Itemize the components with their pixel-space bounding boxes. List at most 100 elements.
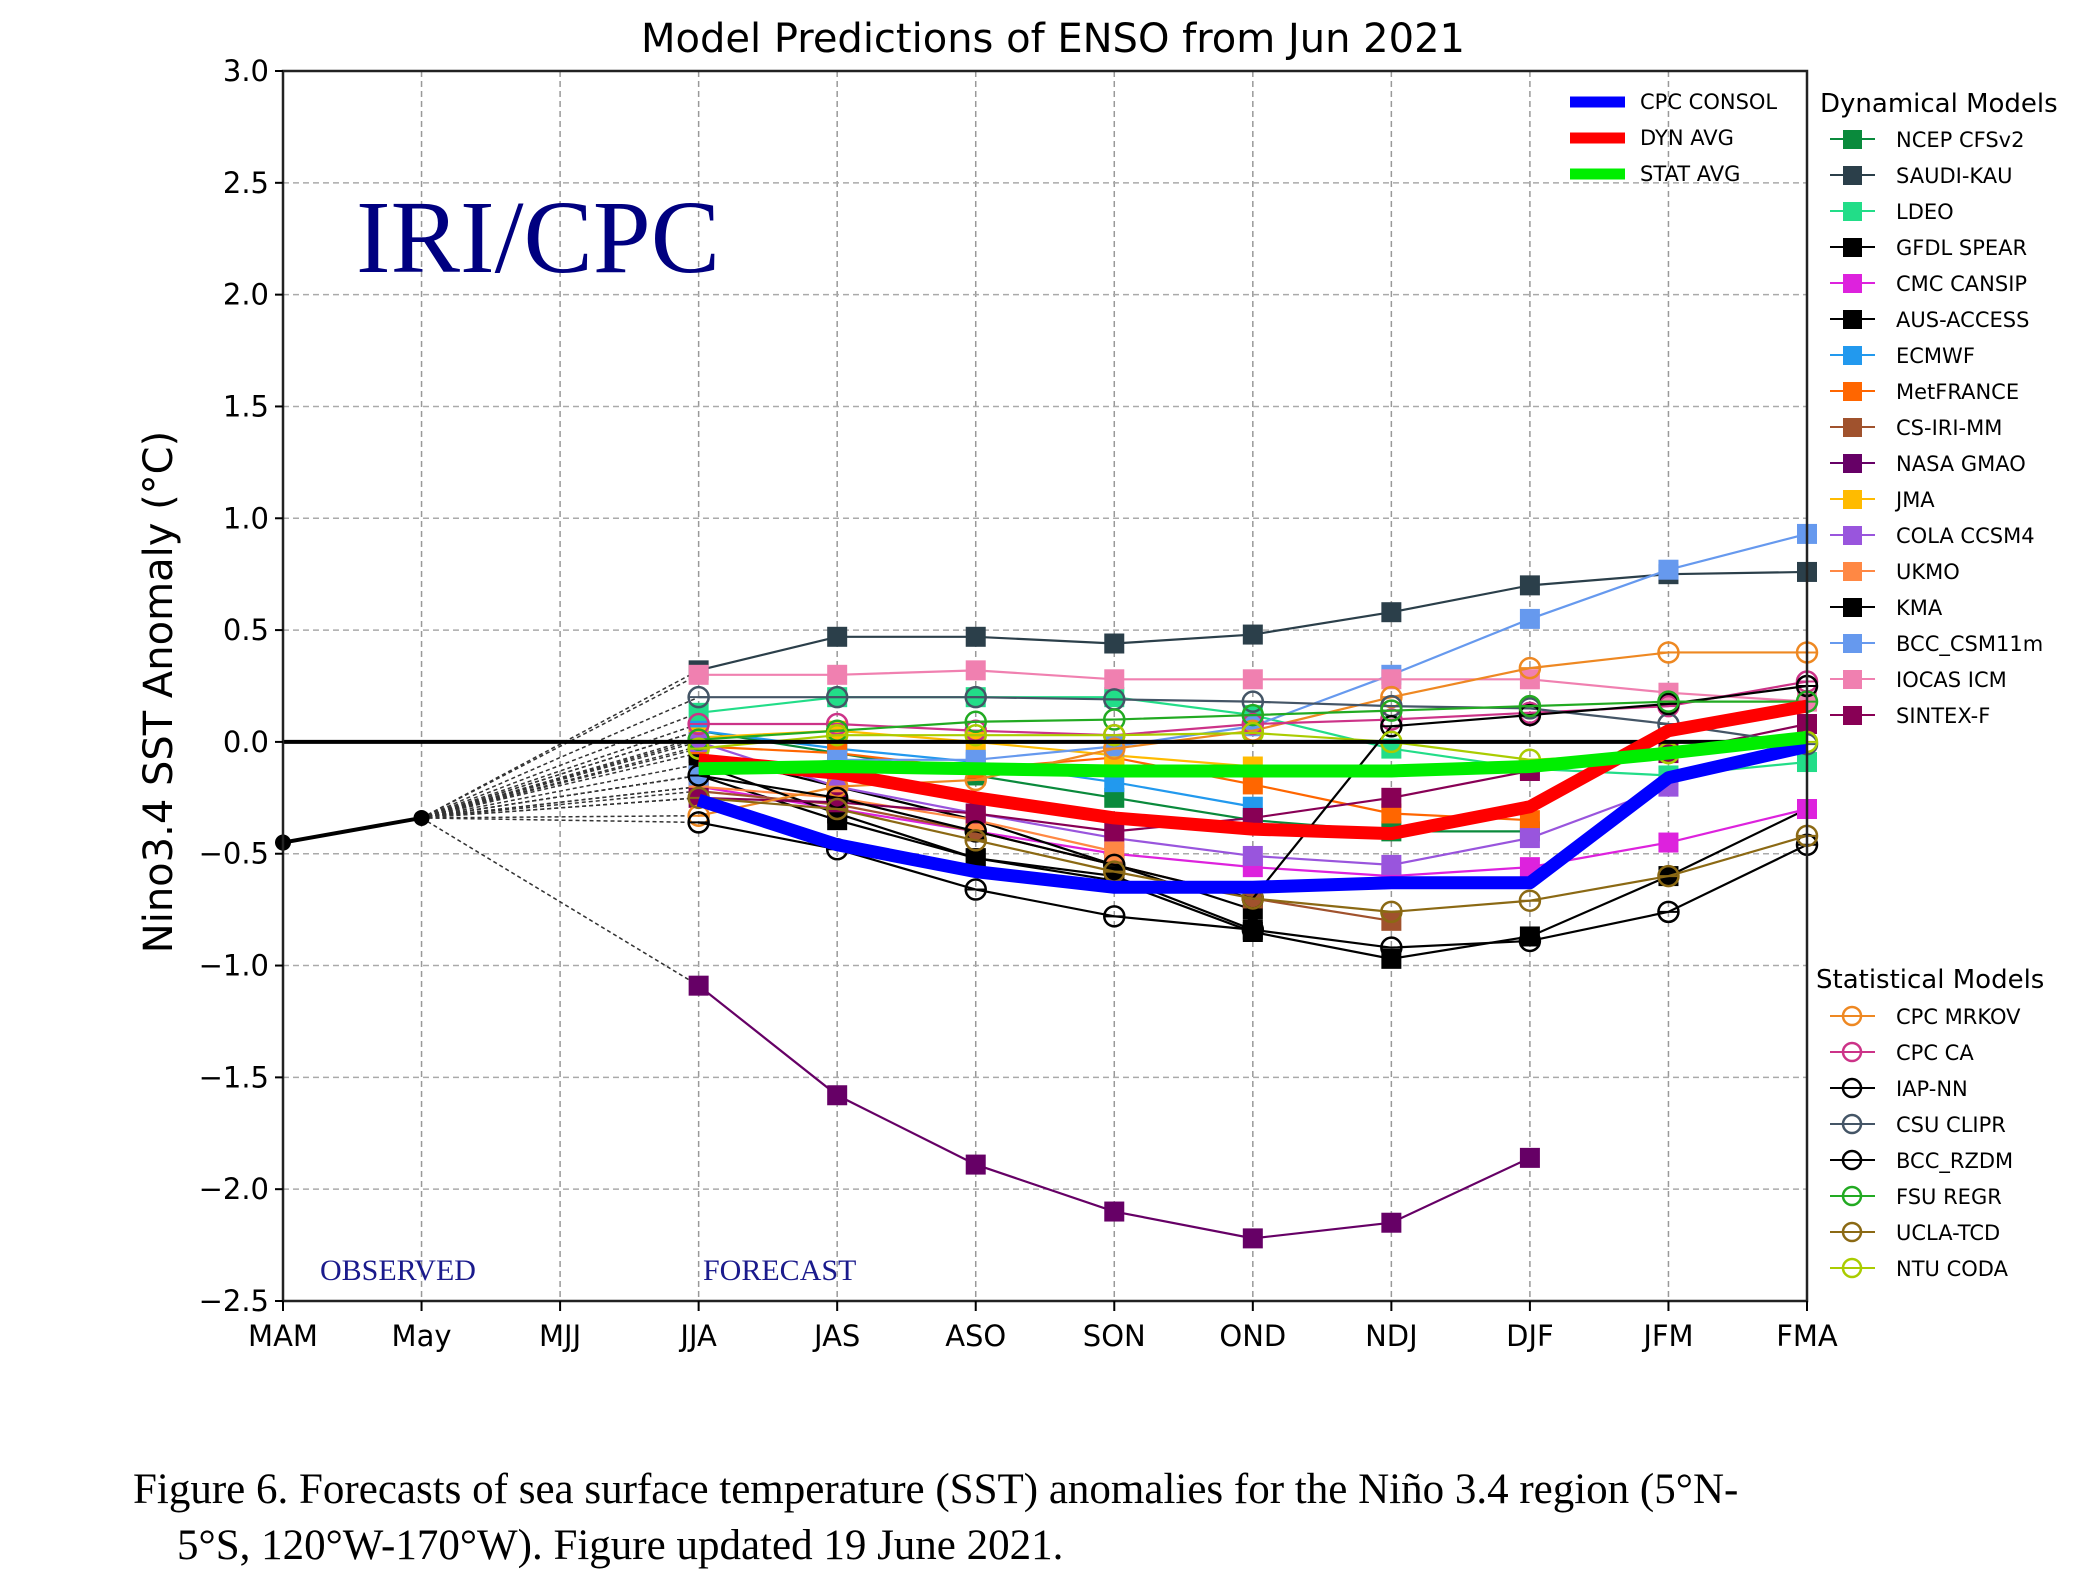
data-point-saudi-kau bbox=[965, 626, 986, 647]
legend-label-aus-access: AUS-ACCESS bbox=[1896, 308, 2029, 332]
legend-marker-jma bbox=[1843, 490, 1862, 509]
data-point-iocas-icm bbox=[965, 660, 986, 681]
y-tick-label: −2.5 bbox=[199, 1284, 269, 1318]
legend-marker-ukmo bbox=[1843, 562, 1862, 581]
legend-marker-kma bbox=[1843, 598, 1862, 617]
connector-cs-iri-mm bbox=[421, 790, 699, 819]
y-tick-label: −1.5 bbox=[199, 1060, 269, 1094]
connector-cola-ccsm4 bbox=[421, 741, 699, 819]
axes: −2.5 −2.0 −1.5 −1.0 −0.5 0.0 0.5 1.0 1.5 2.0 2.5 3.… bbox=[199, 54, 1838, 1353]
legend-label-sintex-f: SINTEX-F bbox=[1896, 704, 1990, 728]
data-point-ncep-cfsv2 bbox=[1104, 787, 1125, 808]
watermark-iri-cpc: IRI/CPC bbox=[356, 180, 720, 295]
data-point-saudi-kau bbox=[1104, 633, 1125, 654]
legend-label-cpc-ca: CPC CA bbox=[1896, 1041, 1974, 1065]
observed-line bbox=[282, 815, 422, 845]
series-fsu-regr bbox=[687, 690, 1819, 751]
data-point-gfdl-spear bbox=[1519, 926, 1540, 947]
connector-fsu-regr bbox=[421, 738, 699, 819]
x-tick-label-djf: DJF bbox=[1506, 1319, 1554, 1353]
legend-marker-aus-access bbox=[1843, 310, 1862, 329]
legend-label-ukmo: UKMO bbox=[1896, 560, 1960, 584]
legend-label-saudi-kau: SAUDI-KAU bbox=[1896, 164, 2013, 188]
y-tick-label: −0.5 bbox=[199, 837, 269, 871]
series-line-cola-ccsm4 bbox=[698, 740, 1669, 867]
observed-point bbox=[413, 809, 430, 826]
y-tick-label: −1.0 bbox=[199, 949, 269, 983]
data-point-cola-ccsm4 bbox=[1381, 854, 1402, 875]
connector-bcc-rzdm bbox=[421, 774, 699, 819]
x-tick-label-jas: JAS bbox=[812, 1319, 860, 1353]
data-point-metfrance bbox=[1381, 803, 1402, 824]
y-tick-label: 2.5 bbox=[223, 166, 269, 200]
data-point-metfrance bbox=[1519, 810, 1540, 831]
data-point-iocas-icm bbox=[1104, 669, 1125, 690]
legend-label-stat-avg: STAT AVG bbox=[1640, 162, 1740, 186]
y-tick-label: 2.0 bbox=[223, 278, 269, 312]
connector-ucla-tcd bbox=[421, 797, 699, 819]
legend-label-fsu-regr: FSU REGR bbox=[1896, 1185, 2002, 1209]
legend-marker-sintex-f bbox=[1843, 706, 1862, 725]
legend-label-iap-nn: IAP-NN bbox=[1896, 1077, 1968, 1101]
legend-label-ldeo: LDEO bbox=[1896, 200, 1954, 224]
connector-metfrance bbox=[421, 745, 699, 819]
observation-connectors bbox=[421, 669, 700, 987]
legend-label-gfdl-spear: GFDL SPEAR bbox=[1896, 236, 2027, 260]
x-tick-label-jfm: JFM bbox=[1641, 1319, 1693, 1353]
caption-line-1: Figure 6. Forecasts of sea surface tempe… bbox=[133, 1466, 1739, 1513]
legend-label-cmc-cansip: CMC CANSIP bbox=[1896, 272, 2027, 296]
connector-aus-access bbox=[421, 752, 699, 819]
legend-label-ucla-tcd: UCLA-TCD bbox=[1896, 1221, 2000, 1245]
y-axis-label: Nino3.4 SST Anomaly (°C) bbox=[136, 431, 182, 953]
x-tick-label-aso: ASO bbox=[945, 1319, 1006, 1353]
data-point-cola-ccsm4 bbox=[1242, 845, 1263, 866]
observed-series bbox=[275, 809, 430, 851]
legend-label-bcc-csm11m: BCC_CSM11m bbox=[1896, 632, 2043, 657]
series-line-ukmo bbox=[698, 785, 1115, 853]
connector-iocas-icm bbox=[421, 674, 699, 819]
data-point-sintex-f bbox=[965, 803, 986, 824]
legend-dynamical-models: NCEP CFSv2 SAUDI-KAU LDEO GFDL SPEAR CMC CAN… bbox=[1830, 128, 2043, 728]
plot-frame bbox=[281, 69, 1809, 1303]
enso-chart: Model Predictions of ENSO from Jun 2021 … bbox=[136, 16, 2058, 1353]
y-tick-label: −2.0 bbox=[199, 1172, 269, 1206]
data-point-nasa-gmao bbox=[1519, 1147, 1540, 1168]
x-tick-label-mam: MAM bbox=[248, 1319, 318, 1353]
observed-annotation: OBSERVED bbox=[320, 1254, 476, 1287]
legend-label-metfrance: MetFRANCE bbox=[1896, 380, 2019, 404]
summary-series bbox=[696, 699, 1809, 894]
data-point-saudi-kau bbox=[1381, 602, 1402, 623]
legend-marker-ucla-tcd bbox=[1841, 1221, 1863, 1243]
legend-label-ncep-cfsv2: NCEP CFSv2 bbox=[1896, 128, 2024, 152]
series-nasa-gmao bbox=[688, 975, 1540, 1249]
legend-label-kma: KMA bbox=[1896, 596, 1943, 620]
data-point-nasa-gmao bbox=[965, 1154, 986, 1175]
legend-label-cpc-consol: CPC CONSOL bbox=[1640, 90, 1777, 114]
connector-jma bbox=[421, 736, 699, 819]
data-point-iocas-icm bbox=[1381, 669, 1402, 690]
data-point-iocas-icm bbox=[827, 664, 848, 685]
data-point-cmc-cansip bbox=[1658, 832, 1679, 853]
data-point-kma bbox=[965, 848, 986, 869]
legend-marker-fsu-regr bbox=[1841, 1185, 1863, 1207]
summary-line-cpc-consol bbox=[696, 740, 1809, 894]
y-tick-label: 0.5 bbox=[223, 613, 269, 647]
y-tick-label: 0.0 bbox=[223, 725, 269, 759]
connector-csu-clipr bbox=[421, 696, 699, 819]
data-point-nasa-gmao bbox=[1104, 1201, 1125, 1222]
x-tick-label-ndj: NDJ bbox=[1365, 1319, 1418, 1353]
data-point-nasa-gmao bbox=[688, 975, 709, 996]
legend-marker-ecmwf bbox=[1843, 346, 1862, 365]
legend-marker-ldeo bbox=[1843, 202, 1862, 221]
legend-marker-ntu-coda bbox=[1841, 1257, 1863, 1279]
y-tick-label: 1.5 bbox=[223, 389, 269, 423]
data-point-saudi-kau bbox=[1519, 575, 1540, 596]
legend-marker-cpc-ca bbox=[1841, 1041, 1863, 1063]
connector-ntu-coda bbox=[421, 747, 699, 819]
series-iap-nn bbox=[687, 811, 1819, 959]
legend-summary: CPC CONSOL DYN AVG STAT AVG bbox=[1570, 90, 1777, 186]
legend-marker-cs-iri-mm bbox=[1843, 418, 1862, 437]
data-point-cola-ccsm4 bbox=[1519, 828, 1540, 849]
legend-marker-gfdl-spear bbox=[1843, 238, 1862, 257]
connector-ukmo bbox=[421, 785, 699, 819]
